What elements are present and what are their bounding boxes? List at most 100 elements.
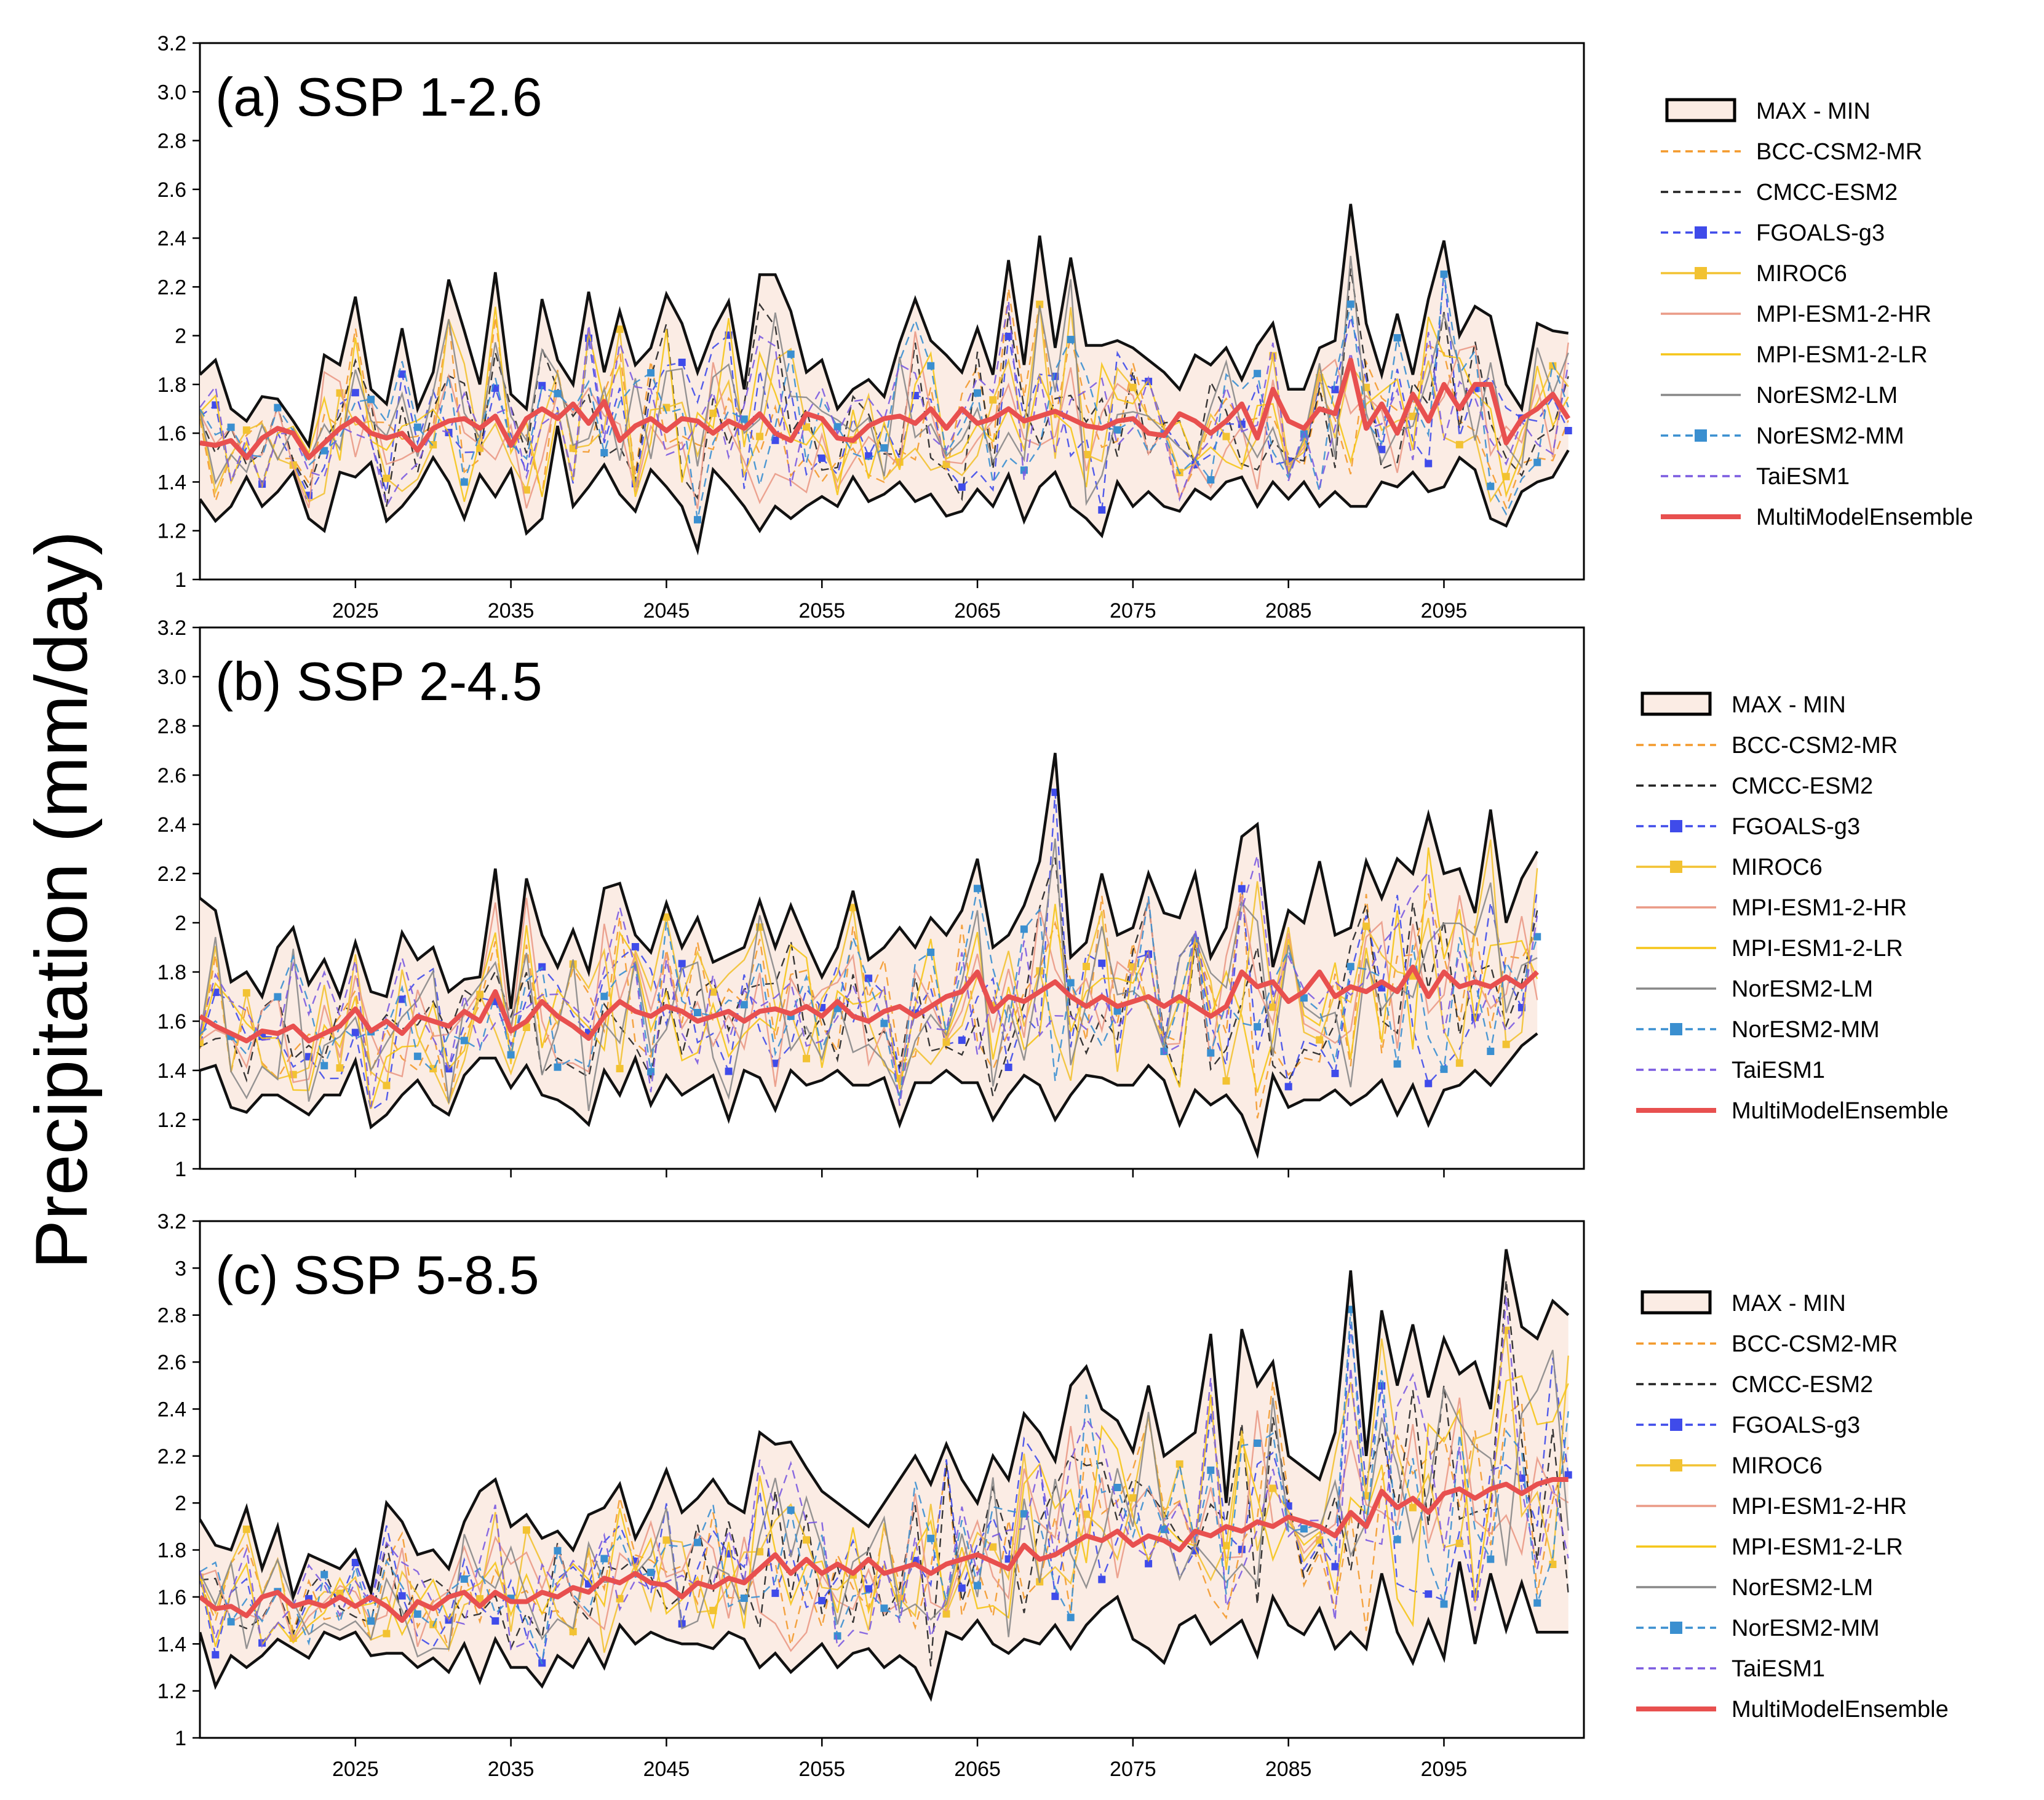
- legend-item: NorESM2-LM: [1636, 976, 1873, 1002]
- marker-miroc6: [522, 486, 530, 494]
- series-fgoals-g3: [200, 1324, 1569, 1665]
- legend-item: MAX - MIN: [1665, 98, 1871, 124]
- marker-fgoals-g3: [212, 1651, 220, 1659]
- marker-miroc6: [1083, 963, 1090, 971]
- marker-fgoals-g3: [491, 1617, 499, 1625]
- panel-b: 1 1.2 1.4 1.6 1.8 2 2.2 2.4 2.6 2.8 3.0 3.2 (b) SSP …: [157, 616, 1949, 1181]
- marker-fgoals-g3: [1564, 1471, 1572, 1479]
- legend-label: MIROC6: [1732, 854, 1823, 880]
- legend: MAX - MIN BCC-CSM2-MR CMCC-ESM2 FGOALS-g3 MI…: [1636, 691, 1949, 1124]
- marker-fgoals-g3: [725, 1067, 733, 1075]
- legend-label: FGOALS-g3: [1732, 1412, 1860, 1438]
- multimodel-ensemble-line: [200, 1477, 1569, 1623]
- marker-noresm2-mm: [274, 404, 282, 412]
- marker-noresm2-mm: [460, 1575, 468, 1583]
- marker-fgoals-g3: [678, 359, 686, 366]
- marker-fgoals-g3: [678, 960, 686, 968]
- marker-noresm2-mm: [1020, 1510, 1028, 1518]
- marker-noresm2-mm: [1346, 963, 1354, 971]
- marker-fgoals-g3: [771, 1059, 779, 1067]
- legend-label: NorESM2-LM: [1756, 383, 1898, 408]
- marker-miroc6: [1129, 1494, 1137, 1502]
- marker-noresm2-mm: [1207, 476, 1215, 484]
- panel-a: 1 1.2 1.4 1.6 1.8 2 2.2 2.4 2.6 2.8 3.0 3.2 2025 2035…: [157, 32, 1973, 623]
- marker-miroc6: [662, 913, 670, 921]
- marker-noresm2-mm: [927, 362, 935, 370]
- marker-fgoals-g3: [1331, 1069, 1339, 1077]
- marker-fgoals-g3: [398, 1592, 406, 1600]
- marker-fgoals-g3: [398, 995, 406, 1003]
- y-tick-label: 2.4: [157, 1398, 186, 1421]
- marker-miroc6: [662, 1536, 670, 1544]
- marker-fgoals-g3: [1378, 1382, 1386, 1390]
- marker-noresm2-mm: [1254, 1023, 1262, 1031]
- marker-fgoals-g3: [1425, 1590, 1433, 1598]
- legend-label: MPI-ESM1-2-HR: [1732, 895, 1907, 921]
- marker-noresm2-mm: [1067, 979, 1075, 987]
- y-tick-label: 1.4: [157, 1633, 186, 1656]
- y-tick-label: 2.6: [157, 178, 186, 202]
- marker-noresm2-mm: [554, 1547, 562, 1555]
- series-fgoals-g3: [200, 271, 1569, 511]
- y-tick-label: 1: [175, 1158, 186, 1181]
- x-tick-label: 2075: [1110, 1758, 1156, 1781]
- marker-noresm2-mm: [1113, 1007, 1121, 1015]
- series-noresm2-mm: [200, 888, 1538, 1101]
- marker-fgoals-g3: [1145, 1559, 1153, 1567]
- marker-noresm2-mm: [1487, 482, 1495, 490]
- marker-miroc6: [942, 460, 950, 468]
- legend-item: TaiESM1: [1636, 1656, 1825, 1682]
- legend-label: FGOALS-g3: [1756, 220, 1885, 246]
- x-tick-label: 2055: [798, 1758, 845, 1781]
- marker-fgoals-g3: [818, 1596, 826, 1604]
- y-tick-label: 2.8: [157, 1304, 186, 1328]
- marker-fgoals-g3: [958, 1036, 966, 1044]
- marker-noresm2-mm: [974, 885, 981, 893]
- marker-miroc6: [242, 989, 250, 997]
- legend-item: FGOALS-g3: [1636, 1412, 1860, 1438]
- y-tick-label: 1.8: [157, 961, 186, 984]
- y-tick-label: 1.2: [157, 1680, 186, 1703]
- marker-noresm2-mm: [740, 1595, 748, 1602]
- min-line: [200, 425, 1570, 556]
- marker-noresm2-mm: [1487, 1555, 1495, 1563]
- marker-miroc6: [942, 1038, 950, 1046]
- legend-item: FGOALS-g3: [1636, 814, 1860, 840]
- max-line: [200, 752, 1539, 1010]
- marker-fgoals-g3: [1004, 1064, 1012, 1071]
- legend-item: NorESM2-LM: [1661, 383, 1898, 408]
- legend-label: CMCC-ESM2: [1756, 180, 1898, 205]
- x-tick-label: 2085: [1265, 599, 1312, 623]
- legend-swatch-marker: [1695, 226, 1707, 239]
- marker-miroc6: [476, 1595, 484, 1603]
- marker-noresm2-mm: [1067, 335, 1075, 343]
- marker-miroc6: [803, 423, 810, 431]
- marker-noresm2-mm: [554, 389, 562, 397]
- legend-swatch-marker: [1670, 861, 1682, 873]
- y-tick-label: 1.8: [157, 373, 186, 397]
- legend-item: MAX - MIN: [1640, 691, 1846, 718]
- marker-noresm2-mm: [740, 1001, 748, 1009]
- marker-noresm2-mm: [787, 1506, 795, 1514]
- marker-miroc6: [200, 1038, 204, 1046]
- legend-label: FGOALS-g3: [1732, 814, 1860, 840]
- series-mpi-esm1-2-lr: [200, 1375, 1569, 1647]
- legend-label: NorESM2-LM: [1732, 976, 1873, 1002]
- marker-noresm2-mm: [413, 1610, 421, 1618]
- marker-miroc6: [1269, 1484, 1277, 1492]
- legend-label: CMCC-ESM2: [1732, 773, 1873, 799]
- marker-noresm2-mm: [833, 423, 841, 431]
- marker-noresm2-mm: [833, 1632, 841, 1640]
- y-tick-label: 3.2: [157, 1210, 186, 1233]
- marker-noresm2-mm: [1207, 1049, 1215, 1057]
- series-bcc-csm2-mr: [200, 882, 1538, 1119]
- legend-label: MIROC6: [1732, 1453, 1823, 1479]
- marker-noresm2-mm: [460, 1037, 468, 1045]
- y-tick-label: 1.4: [157, 1059, 186, 1083]
- marker-miroc6: [803, 1536, 810, 1544]
- y-tick-label: 2.4: [157, 227, 186, 250]
- series-miroc6: [200, 1330, 1569, 1653]
- legend-item: MPI-ESM1-2-HR: [1636, 895, 1907, 921]
- legend-label: TaiESM1: [1732, 1057, 1825, 1083]
- marker-fgoals-g3: [1098, 1575, 1106, 1583]
